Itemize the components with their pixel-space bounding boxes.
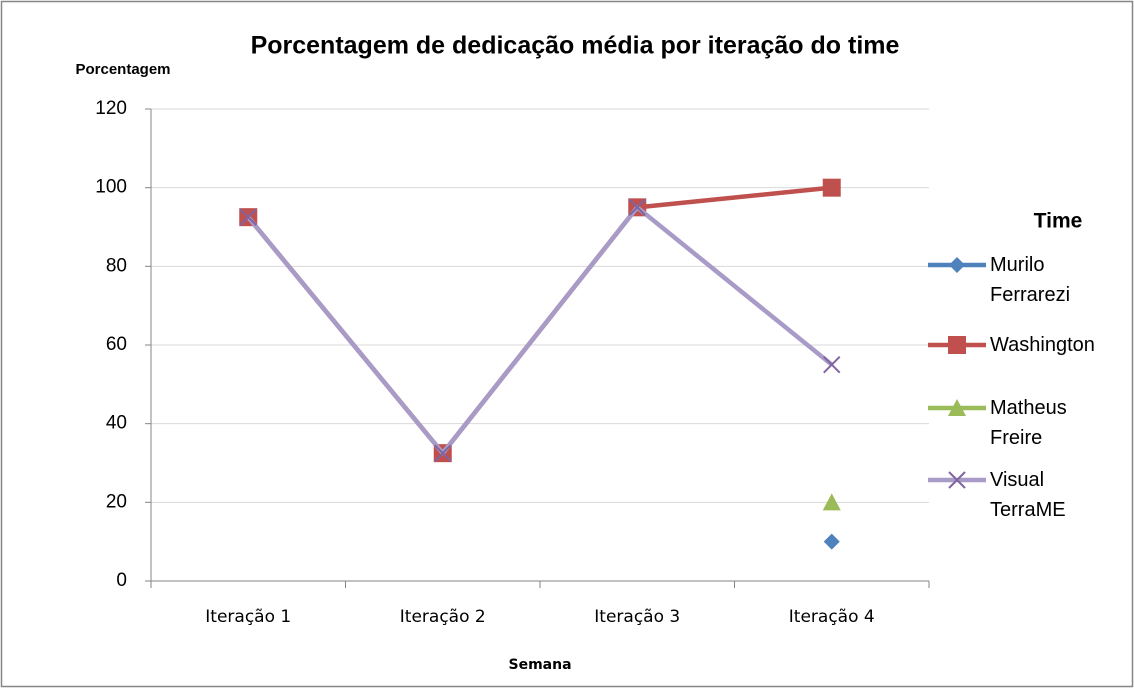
y-tick-label: 80 bbox=[106, 255, 127, 276]
y-tick-label: 120 bbox=[95, 98, 127, 119]
marker bbox=[823, 355, 841, 374]
marker bbox=[822, 178, 841, 197]
marker bbox=[948, 471, 966, 489]
series-line bbox=[246, 205, 834, 456]
marker bbox=[434, 444, 452, 462]
chart-title: Porcentagem de dedicação média por itera… bbox=[251, 32, 900, 60]
x-axis-title: Semana bbox=[508, 657, 571, 673]
legend-label: Washington bbox=[990, 334, 1095, 356]
x-tick-label: Iteração 4 bbox=[789, 607, 875, 627]
y-tick-label: 100 bbox=[95, 177, 127, 198]
y-tick-label: 60 bbox=[106, 334, 127, 355]
marker bbox=[822, 493, 841, 511]
marker bbox=[948, 399, 966, 416]
marker bbox=[823, 533, 840, 550]
legend-label: Murilo Ferrarezi bbox=[990, 254, 1071, 306]
legend-label: Visual TerraME bbox=[990, 469, 1066, 521]
legend-title: Time bbox=[1034, 210, 1083, 233]
y-tick-label: 40 bbox=[106, 413, 127, 434]
x-tick-label: Iteração 2 bbox=[400, 607, 486, 627]
marker bbox=[628, 198, 646, 217]
y-axis-title: Porcentagem bbox=[75, 61, 170, 78]
y-tick-label: 0 bbox=[116, 570, 127, 591]
y-tick-label: 20 bbox=[106, 491, 127, 512]
x-tick-label: Iteração 3 bbox=[594, 607, 680, 627]
x-tick-label: Iteração 1 bbox=[205, 607, 291, 627]
marker bbox=[239, 208, 257, 226]
marker bbox=[948, 336, 966, 354]
marker bbox=[949, 257, 965, 273]
legend-label: Matheus Freire bbox=[990, 397, 1067, 449]
